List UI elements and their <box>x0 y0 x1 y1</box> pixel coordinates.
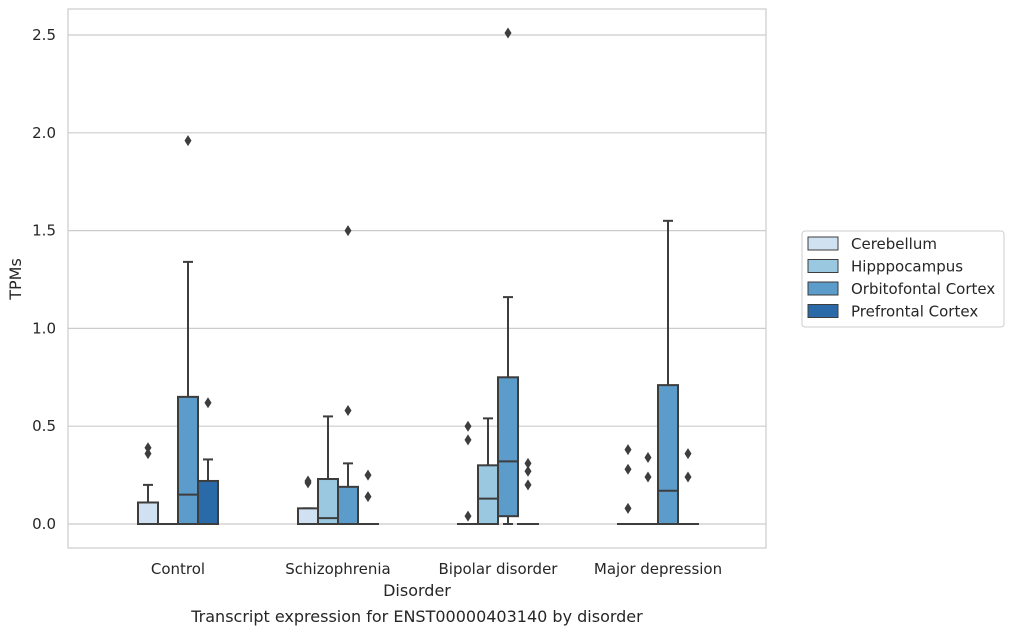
x-tick-labels: Control Schizophrenia Bipolar disorder Majo… <box>151 560 722 578</box>
box-groups <box>137 27 699 526</box>
y-tick-label: 1.5 <box>32 222 56 240</box>
box-body <box>137 501 159 526</box>
x-tick-label: Major depression <box>594 560 722 578</box>
box <box>497 27 519 525</box>
box <box>457 420 479 526</box>
legend-frame <box>801 230 1005 328</box>
plot-frame <box>67 8 767 549</box>
outlier-point <box>644 471 652 483</box>
legend-label: Hipppocampus <box>851 258 963 276</box>
y-tick-label: 2.0 <box>32 124 56 142</box>
box <box>517 457 539 526</box>
box-body <box>177 395 199 525</box>
legend-label: Cerebellum <box>851 235 937 253</box>
outlier-point <box>684 448 692 460</box>
x-tick-label: Control <box>151 560 205 578</box>
box <box>317 415 339 525</box>
box <box>477 417 499 526</box>
box <box>137 442 159 526</box>
outlier-point <box>524 465 532 477</box>
outlier-point <box>184 135 192 147</box>
outlier-point <box>364 469 372 481</box>
legend-label: Orbitofontal Cortex <box>851 280 995 298</box>
box <box>617 444 639 526</box>
outlier-point <box>624 463 632 475</box>
outlier-point <box>364 491 372 503</box>
outlier-point <box>524 479 532 491</box>
box <box>637 451 659 526</box>
box <box>657 219 679 525</box>
outlier-point <box>144 448 152 460</box>
y-tick-label: 0.0 <box>32 515 56 533</box>
legend: Cerebellum Hipppocampus Orbitofontal Corte… <box>801 230 1005 328</box>
box-body <box>197 479 219 525</box>
box-body <box>477 464 499 526</box>
outlier-point <box>144 442 152 454</box>
box <box>357 469 379 526</box>
outlier-point <box>204 397 212 409</box>
outlier-point <box>304 475 312 487</box>
legend-swatch <box>807 236 839 251</box>
legend-swatch <box>807 259 839 273</box>
outlier-point <box>624 444 632 456</box>
outlier-point <box>524 457 532 469</box>
outlier-point <box>344 405 352 417</box>
outlier-point <box>644 451 652 463</box>
x-tick-label: Bipolar disorder <box>439 560 559 578</box>
outlier-point <box>464 434 472 446</box>
legend-swatch <box>807 304 839 318</box>
outlier-point <box>684 471 692 483</box>
y-tick-labels: 0.0 0.5 1.0 1.5 2.0 2.5 <box>32 26 56 533</box>
legend-swatch <box>807 281 839 296</box>
outlier-point <box>504 27 512 39</box>
y-tick-label: 0.5 <box>32 417 56 435</box>
box <box>337 225 359 525</box>
outlier-point <box>344 225 352 237</box>
box <box>677 448 699 526</box>
legend-label: Prefrontal Cortex <box>851 303 978 321</box>
box <box>197 397 219 525</box>
box-body <box>337 485 359 525</box>
box-body <box>657 384 679 525</box>
chart-caption: Transcript expression for ENST0000040314… <box>190 607 643 626</box>
x-axis-title: Disorder <box>383 581 451 600</box>
box <box>297 475 319 525</box>
y-tick-label: 2.5 <box>32 26 56 44</box>
box-body <box>497 376 519 518</box>
x-tick-label: Schizophrenia <box>285 560 390 578</box>
outlier-point <box>624 502 632 514</box>
y-tick-label: 1.0 <box>32 319 56 337</box>
outlier-point <box>464 510 472 522</box>
outlier-point <box>464 420 472 432</box>
y-axis-title: TPMs <box>6 258 25 301</box>
box-body <box>297 507 319 525</box>
box <box>177 135 199 525</box>
